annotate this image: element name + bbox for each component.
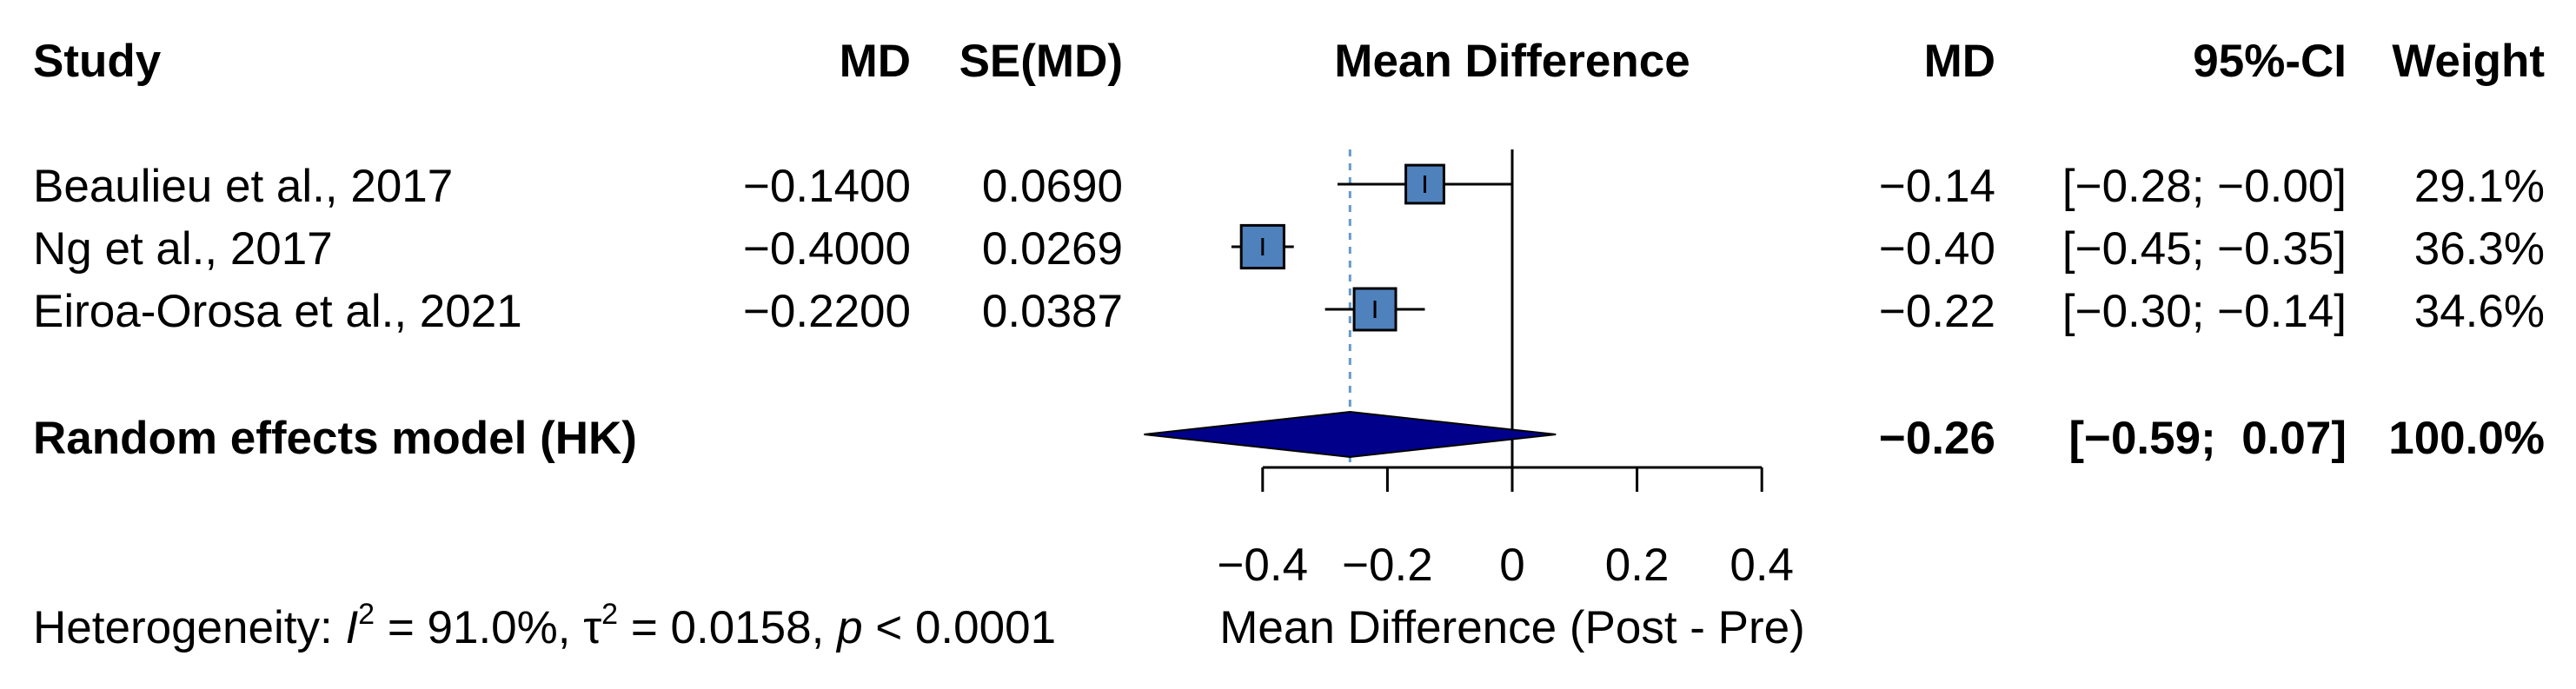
- x-tick-label: 0: [1499, 540, 1524, 591]
- het-tau-sup: 2: [601, 598, 618, 631]
- study-weight: 36.3%: [2414, 223, 2545, 275]
- x-axis-label: Mean Difference (Post - Pre): [1219, 602, 1805, 653]
- study-se: 0.0690: [982, 161, 1123, 212]
- het-p-symbol: p: [835, 602, 862, 653]
- header-mean-difference: Mean Difference: [1334, 36, 1690, 87]
- x-tick-label: −0.2: [1342, 540, 1433, 591]
- het-tau-text: = 0.0158,: [618, 602, 837, 653]
- study-md: −0.1400: [743, 161, 911, 212]
- pooled-diamond: [1144, 410, 1557, 459]
- study-name: Ng et al., 2017: [33, 223, 333, 275]
- het-i2-symbol: I: [345, 602, 358, 653]
- x-tick-label: 0.2: [1605, 540, 1670, 591]
- header-weight: Weight: [2392, 36, 2545, 87]
- summary-row: Random effects model (HK) −0.26 [−0.59; …: [33, 413, 2545, 464]
- study-name: Beaulieu et al., 2017: [33, 161, 453, 212]
- het-prefix: Heterogeneity:: [33, 602, 345, 653]
- study-md-right: −0.40: [1879, 223, 1995, 275]
- study-box: [1239, 223, 1285, 270]
- study-row-1: Beaulieu et al., 2017 −0.1400 0.0690 −0.…: [33, 161, 2545, 212]
- header-study: Study: [33, 36, 162, 87]
- study-md-right: −0.14: [1879, 161, 1995, 212]
- summary-md: −0.26: [1879, 413, 1995, 464]
- study-md: −0.4000: [743, 223, 911, 275]
- x-tick-label: 0.4: [1730, 540, 1794, 591]
- study-row-3: Eiroa-Orosa et al., 2021 −0.2200 0.0387 …: [33, 286, 2545, 337]
- summary-weight: 100.0%: [2388, 413, 2545, 464]
- summary-ci: [−0.59; 0.07]: [2068, 413, 2347, 464]
- header-se: SE(MD): [959, 36, 1123, 87]
- summary-label: Random effects model (HK): [33, 413, 637, 464]
- header-md-right: MD: [1924, 36, 1995, 87]
- header-ci: 95%-CI: [2193, 36, 2347, 87]
- study-weight: 34.6%: [2414, 286, 2545, 337]
- het-p-text: < 0.0001: [863, 602, 1057, 653]
- study-ci: [−0.45; −0.35]: [2062, 223, 2347, 275]
- study-ci: [−0.30; −0.14]: [2062, 286, 2347, 337]
- study-md: −0.2200: [743, 286, 911, 337]
- study-row-2: Ng et al., 2017 −0.4000 0.0269 −0.40 [−0…: [33, 223, 2545, 275]
- study-se: 0.0269: [982, 223, 1123, 275]
- plot-marks: −0.4 −0.2 0 0.2 0.4: [1144, 149, 1794, 591]
- x-tick-label: −0.4: [1217, 540, 1308, 591]
- heterogeneity-text: Heterogeneity: I2 = 91.0%, τ2 = 0.0158, …: [33, 598, 1056, 653]
- study-se: 0.0387: [982, 286, 1123, 337]
- het-i2-sup: 2: [358, 598, 375, 631]
- study-md-right: −0.22: [1879, 286, 1995, 337]
- het-i2-text: = 91.0%,: [375, 602, 583, 653]
- study-name: Eiroa-Orosa et al., 2021: [33, 286, 522, 337]
- het-tau-symbol: τ: [583, 602, 601, 653]
- study-weight: 29.1%: [2414, 161, 2545, 212]
- study-ci: [−0.28; −0.00]: [2062, 161, 2347, 212]
- header-md: MD: [840, 36, 911, 87]
